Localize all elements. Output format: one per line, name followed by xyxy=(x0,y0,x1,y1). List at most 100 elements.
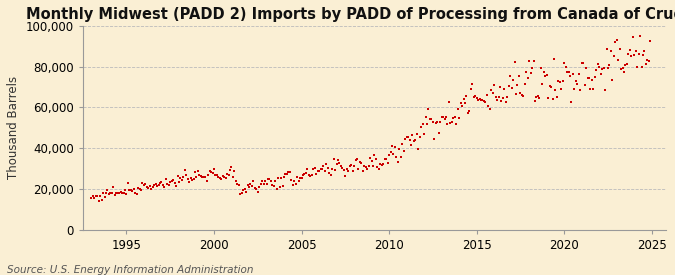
Point xyxy=(479,99,489,104)
Point xyxy=(293,179,304,183)
Point xyxy=(462,111,473,115)
Point xyxy=(407,133,418,138)
Point xyxy=(629,53,640,57)
Point xyxy=(593,62,603,67)
Point xyxy=(645,39,655,43)
Point xyxy=(642,57,653,62)
Point xyxy=(368,163,379,168)
Point xyxy=(184,180,194,184)
Point xyxy=(550,88,561,92)
Point xyxy=(533,94,543,98)
Point xyxy=(452,106,463,111)
Point xyxy=(480,100,491,104)
Point xyxy=(406,143,416,148)
Point xyxy=(638,53,649,57)
Point xyxy=(605,49,616,53)
Point xyxy=(425,117,435,121)
Point xyxy=(146,187,157,191)
Point xyxy=(182,177,193,182)
Point xyxy=(128,186,139,191)
Point xyxy=(566,100,577,104)
Point xyxy=(433,131,444,135)
Point xyxy=(487,90,498,95)
Point xyxy=(310,172,321,176)
Point xyxy=(192,169,203,174)
Point xyxy=(349,163,360,168)
Point xyxy=(589,75,600,80)
Point xyxy=(302,167,313,171)
Point xyxy=(161,177,171,182)
Point xyxy=(545,84,556,89)
Point xyxy=(616,67,626,72)
Point xyxy=(256,178,267,183)
Point xyxy=(423,107,434,111)
Point xyxy=(495,84,506,89)
Point xyxy=(306,173,317,177)
Y-axis label: Thousand Barrels: Thousand Barrels xyxy=(7,76,20,179)
Point xyxy=(93,199,104,204)
Point xyxy=(267,183,277,187)
Point xyxy=(563,70,574,74)
Point xyxy=(211,173,222,177)
Point xyxy=(88,194,99,198)
Point xyxy=(245,182,256,186)
Point xyxy=(295,175,306,180)
Point xyxy=(244,185,254,189)
Point xyxy=(271,186,282,191)
Point xyxy=(543,96,554,100)
Point xyxy=(481,93,492,97)
Point xyxy=(358,168,369,173)
Point xyxy=(417,122,428,127)
Point xyxy=(113,191,124,195)
Point xyxy=(227,174,238,179)
Point xyxy=(251,186,262,191)
Text: Source: U.S. Energy Information Administration: Source: U.S. Energy Information Administ… xyxy=(7,265,253,275)
Point xyxy=(369,153,380,158)
Point xyxy=(562,70,572,74)
Point xyxy=(474,97,485,101)
Point xyxy=(540,74,551,78)
Point xyxy=(624,48,635,53)
Point xyxy=(89,196,100,200)
Point xyxy=(178,175,189,179)
Point xyxy=(360,165,371,169)
Point xyxy=(275,176,286,180)
Point xyxy=(98,190,109,195)
Point xyxy=(175,176,186,180)
Point xyxy=(535,65,546,70)
Point xyxy=(389,144,400,149)
Point xyxy=(354,160,365,164)
Point xyxy=(159,185,170,189)
Point xyxy=(442,121,453,126)
Point xyxy=(502,95,513,99)
Point xyxy=(200,175,211,180)
Point xyxy=(127,189,138,193)
Point xyxy=(314,169,325,173)
Point xyxy=(99,195,110,199)
Point xyxy=(264,177,275,181)
Point xyxy=(284,170,295,174)
Point xyxy=(236,191,247,196)
Point xyxy=(364,156,375,160)
Point xyxy=(575,88,586,92)
Point xyxy=(379,157,390,161)
Point xyxy=(549,57,560,61)
Point xyxy=(347,169,358,173)
Point xyxy=(528,58,539,63)
Point xyxy=(414,134,425,139)
Point xyxy=(217,174,228,178)
Point xyxy=(500,100,511,104)
Point xyxy=(215,175,225,180)
Point xyxy=(451,122,462,126)
Point xyxy=(639,49,650,54)
Point xyxy=(514,74,524,78)
Point xyxy=(317,167,327,172)
Point xyxy=(142,185,153,189)
Point xyxy=(95,194,105,199)
Point xyxy=(515,90,526,95)
Point xyxy=(403,135,414,139)
Point xyxy=(497,96,508,101)
Point xyxy=(165,180,176,185)
Point xyxy=(526,66,537,70)
Point xyxy=(337,166,348,170)
